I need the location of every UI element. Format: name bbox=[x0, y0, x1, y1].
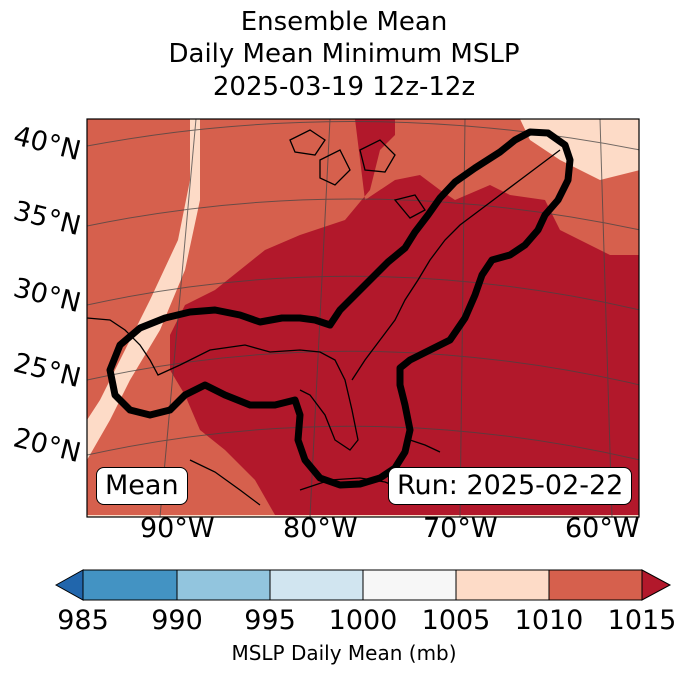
colorbar-tick-990: 990 bbox=[151, 605, 203, 636]
title-line-1: Ensemble Mean bbox=[240, 7, 448, 37]
colorbar-tick-1000: 1000 bbox=[328, 605, 398, 636]
colorbar-bin-990-995 bbox=[176, 569, 271, 601]
colorbar-tick-995: 995 bbox=[244, 605, 296, 636]
title-line-2: Daily Mean Minimum MSLP bbox=[168, 39, 520, 69]
map-plot-area bbox=[87, 119, 639, 517]
colorbar-bin-985-990 bbox=[82, 569, 178, 601]
mslp-contour bbox=[106, 128, 574, 489]
title-line-3: 2025-03-19 12z-12z bbox=[212, 72, 476, 102]
lon-label-80w: 80°W bbox=[283, 513, 358, 544]
colorbar-tick-1015: 1015 bbox=[607, 605, 677, 636]
run-date-badge: Run: 2025-02-22 bbox=[388, 467, 633, 505]
colorbar-bin-1005-1010 bbox=[455, 569, 550, 601]
pressure-band-above-1015 bbox=[170, 119, 639, 515]
colorbar-bin-995-1000 bbox=[269, 569, 364, 601]
lon-label-60w: 60°W bbox=[565, 513, 640, 544]
colorbar-tick-1010: 1010 bbox=[514, 605, 584, 636]
colorbar-extend-high bbox=[641, 569, 672, 601]
coastlines bbox=[87, 129, 561, 506]
map-frame bbox=[86, 118, 640, 518]
colorbar-label: MSLP Daily Mean (mb) bbox=[231, 641, 457, 665]
lon-label-90w: 90°W bbox=[140, 513, 215, 544]
mean-badge: Mean bbox=[96, 467, 188, 505]
colorbar-bin-1000-1005 bbox=[362, 569, 457, 601]
colorbar bbox=[54, 569, 672, 601]
colorbar-extend-low bbox=[54, 569, 84, 601]
lon-label-70w: 70°W bbox=[423, 513, 498, 544]
colorbar-bin-1010-1015 bbox=[548, 569, 643, 601]
colorbar-tick-985: 985 bbox=[57, 605, 109, 636]
colorbar-tick-1005: 1005 bbox=[421, 605, 491, 636]
